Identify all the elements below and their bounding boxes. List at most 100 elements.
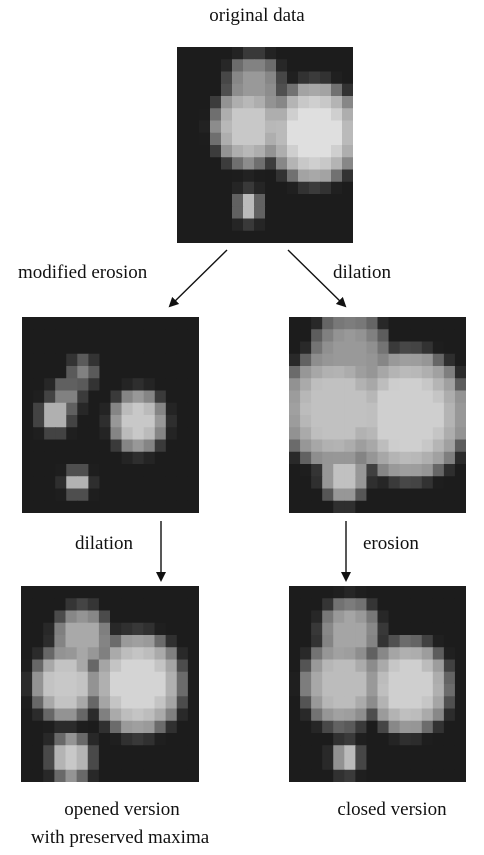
image-pixel (21, 696, 33, 710)
image-pixel (421, 745, 434, 759)
image-pixel (110, 476, 123, 490)
image-pixel (143, 696, 156, 710)
image-pixel (143, 341, 156, 355)
image-pixel (454, 451, 466, 465)
image-pixel (21, 647, 33, 661)
image-pixel (254, 83, 266, 97)
image-pixel (32, 635, 44, 648)
image-pixel (410, 439, 423, 453)
image-pixel (187, 488, 199, 502)
image-pixel (99, 427, 112, 441)
image-pixel (300, 586, 312, 599)
image-pixel (87, 671, 100, 685)
image-pixel (121, 390, 134, 404)
image-pixel (276, 96, 288, 109)
image-pixel (342, 71, 353, 85)
image-pixel (110, 720, 122, 734)
image-pixel (366, 415, 379, 428)
image-pixel (43, 586, 55, 599)
image-pixel (22, 451, 34, 465)
image-pixel (98, 647, 111, 661)
image-pixel (54, 733, 67, 746)
image-pixel (165, 733, 178, 746)
image-pixel (132, 720, 144, 734)
image-pixel (366, 671, 379, 685)
image-pixel (355, 366, 368, 379)
image-pixel (333, 415, 345, 428)
image-pixel (421, 598, 434, 612)
image-pixel (177, 218, 189, 232)
image-pixel (210, 181, 222, 195)
image-pixel (322, 647, 334, 661)
image-pixel (32, 586, 44, 599)
image-pixel (154, 586, 167, 599)
image-pixel (300, 684, 312, 697)
image-pixel (410, 378, 423, 392)
image-pixel (311, 598, 323, 612)
image-pixel (121, 464, 134, 477)
image-pixel (55, 415, 67, 428)
image-pixel (77, 390, 89, 404)
image-pixel (221, 218, 233, 232)
image-pixel (76, 659, 89, 673)
image-pixel (199, 108, 211, 122)
image-pixel (399, 329, 412, 343)
image-pixel (121, 353, 134, 367)
image-pixel (43, 720, 55, 734)
image-pixel (432, 659, 445, 673)
image-pixel (99, 378, 112, 392)
image-pixel (121, 366, 134, 379)
image-pixel (176, 647, 189, 661)
image-pixel (110, 671, 122, 685)
image-pixel (232, 169, 244, 183)
image-pixel (320, 194, 332, 207)
image-pixel (44, 476, 56, 490)
image-pixel (77, 488, 89, 502)
image-pixel (32, 647, 44, 661)
image-pixel (432, 390, 445, 404)
image-pixel (110, 696, 122, 710)
image-pixel (98, 720, 111, 734)
image-pixel (55, 451, 67, 465)
image-pixel (243, 169, 255, 183)
image-pixel (44, 451, 56, 465)
image-pixel (410, 671, 423, 685)
grayscale-image (22, 317, 199, 513)
image-pixel (366, 329, 379, 343)
image-pixel (421, 635, 434, 648)
image-pixel (55, 329, 67, 343)
image-pixel (154, 390, 167, 404)
image-pixel (143, 439, 156, 453)
image-pixel (188, 47, 200, 60)
image-pixel (165, 586, 178, 599)
image-pixel (132, 476, 145, 490)
image-pixel (66, 451, 78, 465)
image-pixel (54, 635, 67, 648)
image-pixel (344, 671, 356, 685)
image-pixel (421, 720, 434, 734)
image-pixel (265, 145, 277, 158)
image-pixel (355, 329, 368, 343)
image-pixel (121, 488, 134, 502)
image-pixel (154, 439, 167, 453)
image-pixel (22, 353, 34, 367)
image-pixel (132, 659, 144, 673)
image-pixel (54, 622, 67, 636)
image-pixel (121, 622, 133, 636)
image-pixel (309, 194, 321, 207)
image-pixel (309, 108, 321, 122)
image-pixel (287, 230, 299, 243)
image-pixel (410, 476, 423, 490)
panel-dilation (289, 317, 466, 513)
image-pixel (165, 366, 178, 379)
image-pixel (44, 390, 56, 404)
image-pixel (44, 317, 56, 330)
image-pixel (311, 476, 323, 490)
image-pixel (254, 206, 266, 220)
image-pixel (76, 635, 89, 648)
image-pixel (110, 353, 123, 367)
image-pixel (388, 341, 401, 355)
image-pixel (121, 671, 133, 685)
image-pixel (298, 132, 310, 146)
